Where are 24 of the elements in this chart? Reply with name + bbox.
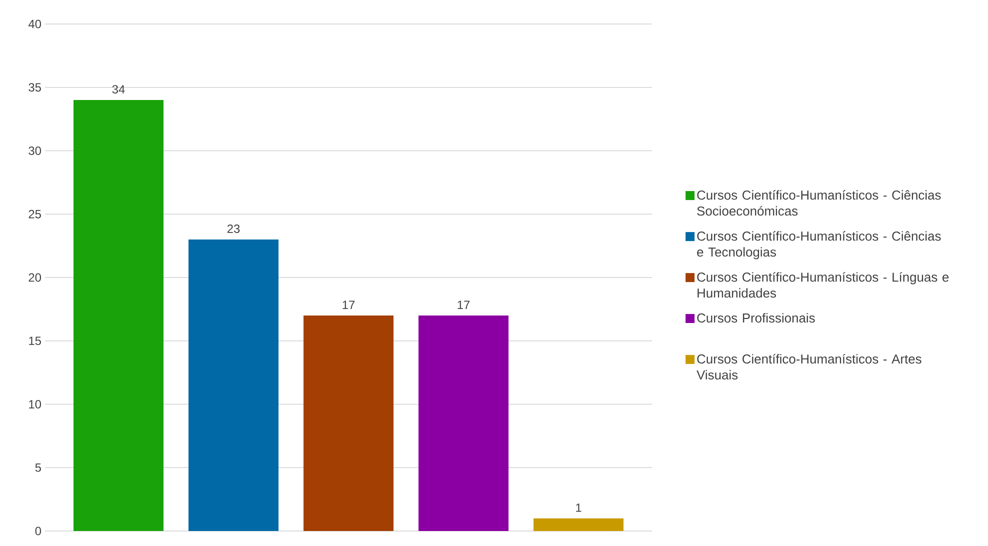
legend-label: Cursos Científico-Humanísticos - Ciências Socioeconómicas	[697, 190, 941, 216]
data-label: 23	[227, 224, 240, 233]
bar	[534, 518, 624, 531]
y-tick-label: 0	[35, 526, 42, 536]
y-tick-label: 30	[28, 146, 42, 155]
bar	[74, 100, 164, 531]
bar	[418, 316, 509, 531]
y-tick-label: 15	[29, 336, 41, 346]
data-label: 34	[112, 85, 125, 94]
y-tick-label: 20	[28, 273, 42, 282]
y-tick-label: 10	[29, 400, 42, 408]
y-tick-label: 35	[28, 83, 41, 92]
y-tick-label: 40	[28, 20, 42, 28]
bar	[304, 316, 394, 531]
data-label: 17	[458, 300, 470, 310]
legend-label: Cursos Científico-Humanísticos - Artes Visuais	[696, 354, 922, 380]
legend-label: Cursos Científico-Humanísticos - Línguas e Humanidades	[697, 272, 949, 298]
y-tick-label: 5	[35, 463, 41, 472]
bar	[188, 239, 279, 531]
data-label: 1	[576, 504, 582, 512]
data-label: 17	[342, 300, 355, 310]
legend-label: Cursos Profissionais	[697, 313, 815, 323]
y-tick-label: 25	[28, 210, 41, 218]
legend-label: Cursos Científico-Humanísticos - Ciências e Tecnologias	[697, 231, 941, 260]
